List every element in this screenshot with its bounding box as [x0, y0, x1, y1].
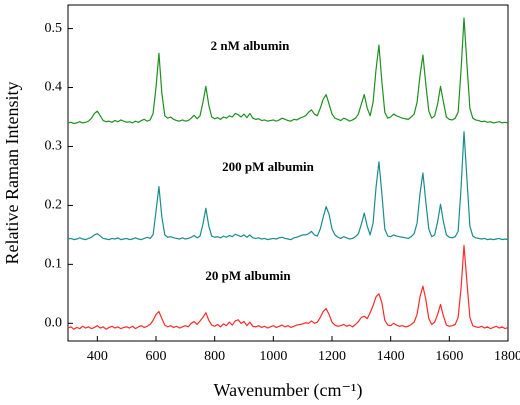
- x-tick-label: 1800: [494, 349, 520, 364]
- y-axis-label: Relative Raman Intensity: [2, 82, 22, 265]
- y-tick-label: 0.0: [45, 316, 63, 331]
- x-tick-label: 600: [146, 349, 167, 364]
- spectrum-line: [67, 17, 509, 125]
- x-axis-label: Wavenumber (cm⁻¹): [214, 380, 363, 401]
- x-tick-label: 400: [87, 349, 108, 364]
- x-tick-label: 1400: [377, 349, 405, 364]
- x-tick-label: 1600: [435, 349, 463, 364]
- y-tick-label: 0.3: [45, 139, 63, 154]
- y-tick-label: 0.2: [45, 198, 63, 213]
- annotation: 2 nM albumin: [211, 38, 291, 53]
- y-tick-label: 0.5: [45, 21, 63, 36]
- annotation: 200 pM albumin: [222, 159, 315, 174]
- x-tick-label: 1000: [259, 349, 287, 364]
- spectrum-line: [67, 131, 509, 241]
- plot-frame: [67, 4, 509, 342]
- y-tick-label: 0.4: [45, 80, 63, 95]
- annotation: 20 pM albumin: [205, 268, 291, 283]
- spectrum-line: [67, 244, 509, 330]
- x-tick-label: 1200: [318, 349, 346, 364]
- x-tick-label: 800: [204, 349, 225, 364]
- y-tick-label: 0.1: [45, 257, 63, 272]
